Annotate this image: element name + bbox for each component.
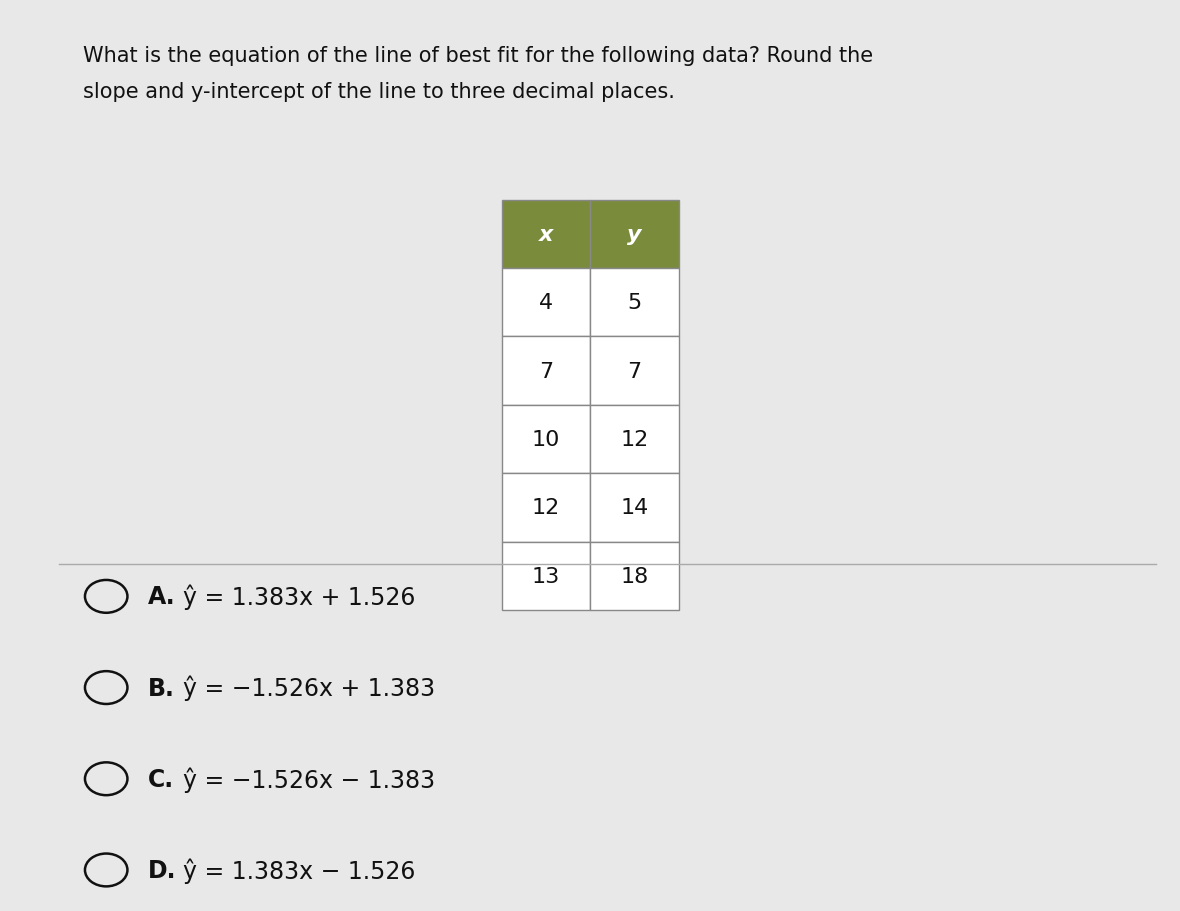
Text: 12: 12 <box>532 498 559 517</box>
Text: 13: 13 <box>532 567 559 586</box>
Text: 4: 4 <box>539 293 552 312</box>
Text: 10: 10 <box>531 430 560 449</box>
FancyBboxPatch shape <box>502 542 590 610</box>
Text: slope and y-intercept of the line to three decimal places.: slope and y-intercept of the line to thr… <box>83 82 675 102</box>
Text: 18: 18 <box>621 567 648 586</box>
FancyBboxPatch shape <box>590 542 678 610</box>
FancyBboxPatch shape <box>502 337 590 405</box>
Text: ŷ = −1.526x − 1.383: ŷ = −1.526x − 1.383 <box>183 766 435 792</box>
Text: x: x <box>538 225 553 244</box>
FancyBboxPatch shape <box>590 200 678 269</box>
Text: 7: 7 <box>628 362 641 381</box>
FancyBboxPatch shape <box>502 405 590 474</box>
Text: What is the equation of the line of best fit for the following data? Round the: What is the equation of the line of best… <box>83 46 873 66</box>
FancyBboxPatch shape <box>502 269 590 337</box>
Text: 7: 7 <box>539 362 552 381</box>
Text: D.: D. <box>148 858 176 882</box>
FancyBboxPatch shape <box>590 474 678 542</box>
FancyBboxPatch shape <box>502 200 590 269</box>
Text: ŷ = 1.383x − 1.526: ŷ = 1.383x − 1.526 <box>183 857 415 883</box>
Text: ŷ = 1.383x + 1.526: ŷ = 1.383x + 1.526 <box>183 584 415 609</box>
Text: C.: C. <box>148 767 173 791</box>
FancyBboxPatch shape <box>590 269 678 337</box>
Text: 12: 12 <box>621 430 648 449</box>
FancyBboxPatch shape <box>590 337 678 405</box>
Text: A.: A. <box>148 585 175 609</box>
Text: ŷ = −1.526x + 1.383: ŷ = −1.526x + 1.383 <box>183 675 435 701</box>
Text: 5: 5 <box>627 293 642 312</box>
FancyBboxPatch shape <box>590 405 678 474</box>
FancyBboxPatch shape <box>502 474 590 542</box>
Text: y: y <box>627 225 642 244</box>
Text: B.: B. <box>148 676 175 700</box>
Text: 14: 14 <box>621 498 648 517</box>
